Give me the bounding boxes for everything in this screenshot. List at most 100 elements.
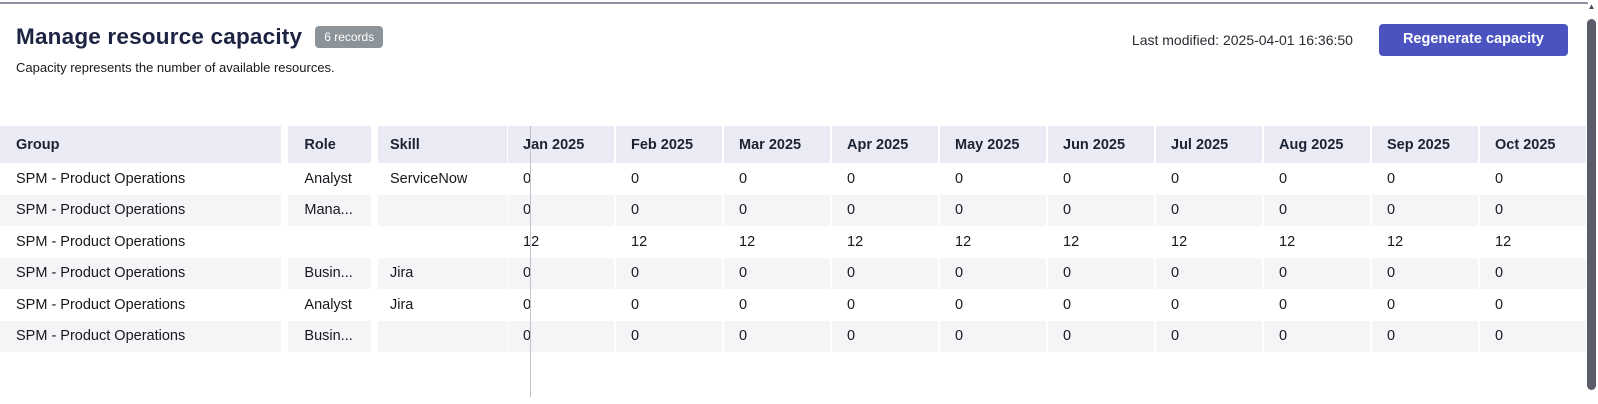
cell-skill xyxy=(378,226,507,258)
capacity-cell[interactable]: 0 xyxy=(940,289,1048,321)
capacity-cell[interactable]: 0 xyxy=(1480,289,1588,321)
cell-role: Busin... xyxy=(288,257,371,289)
cell-role: Analyst xyxy=(304,170,352,187)
capacity-cell[interactable]: 0 xyxy=(1264,194,1372,226)
column-gap xyxy=(371,126,378,163)
column-header-month: May 2025 xyxy=(940,126,1048,163)
capacity-cell[interactable]: 0 xyxy=(508,289,616,321)
table-body: SPM - Product Operations Analyst ServiceNo… xyxy=(0,163,1588,352)
capacity-cell[interactable]: 0 xyxy=(1156,257,1264,289)
column-gap xyxy=(371,163,378,195)
capacity-cell[interactable]: 0 xyxy=(508,257,616,289)
column-header-month: Mar 2025 xyxy=(724,126,832,163)
capacity-cell[interactable]: 12 xyxy=(832,226,940,258)
column-gap xyxy=(281,226,289,258)
capacity-cell[interactable]: 12 xyxy=(1048,226,1156,258)
scrollbar-thumb[interactable] xyxy=(1587,19,1596,390)
capacity-cell[interactable]: 0 xyxy=(832,257,940,289)
capacity-cell[interactable]: 0 xyxy=(1048,320,1156,352)
column-gap xyxy=(281,257,289,289)
capacity-cell[interactable]: 0 xyxy=(508,194,616,226)
capacity-cell[interactable]: 0 xyxy=(1264,163,1372,195)
cell-role: Busin... xyxy=(288,320,371,352)
capacity-cell[interactable]: 0 xyxy=(1480,194,1588,226)
cell-group: SPM - Product Operations xyxy=(0,320,282,352)
capacity-cell[interactable]: 0 xyxy=(1156,163,1264,195)
capacity-cell[interactable]: 12 xyxy=(1372,226,1480,258)
cell-skill: Jira xyxy=(378,257,507,289)
capacity-cell[interactable]: 0 xyxy=(616,257,724,289)
capacity-cell[interactable]: 0 xyxy=(616,194,724,226)
column-gap xyxy=(281,126,289,163)
capacity-cell[interactable]: 0 xyxy=(616,289,724,321)
capacity-cell[interactable]: 0 xyxy=(940,194,1048,226)
capacity-cell[interactable]: 0 xyxy=(1480,320,1588,352)
column-gap xyxy=(281,194,289,226)
column-header-month: Sep 2025 xyxy=(1372,126,1480,163)
capacity-cell[interactable]: 12 xyxy=(508,226,616,258)
page-title: Manage resource capacity xyxy=(16,24,303,49)
column-gap xyxy=(281,163,289,195)
capacity-cell[interactable]: 12 xyxy=(724,226,832,258)
capacity-cell[interactable]: 0 xyxy=(1264,320,1372,352)
capacity-cell[interactable]: 0 xyxy=(508,163,616,195)
table-row: SPM - Product Operations 12 12 12 12 12 12 12 12… xyxy=(0,226,1588,258)
column-header-month: Jul 2025 xyxy=(1156,126,1264,163)
capacity-cell[interactable]: 12 xyxy=(1264,226,1372,258)
capacity-cell[interactable]: 0 xyxy=(1048,257,1156,289)
capacity-cell[interactable]: 0 xyxy=(832,320,940,352)
capacity-cell[interactable]: 0 xyxy=(1372,163,1480,195)
scroll-up-icon[interactable]: ▲ xyxy=(1587,2,1596,11)
table-row: SPM - Product Operations Mana... 0 0 0 0 0 0 0 0 0… xyxy=(0,194,1588,226)
capacity-cell[interactable]: 0 xyxy=(1264,289,1372,321)
column-header-role: Role xyxy=(288,126,371,163)
cell-role xyxy=(288,226,371,258)
column-header-month: Oct 2025 xyxy=(1480,126,1588,163)
column-header-month: Feb 2025 xyxy=(616,126,724,163)
capacity-cell[interactable]: 0 xyxy=(724,194,832,226)
capacity-cell[interactable]: 0 xyxy=(832,194,940,226)
capacity-cell[interactable]: 0 xyxy=(1156,320,1264,352)
capacity-cell[interactable]: 0 xyxy=(1048,163,1156,195)
capacity-cell[interactable]: 12 xyxy=(940,226,1048,258)
capacity-cell[interactable]: 0 xyxy=(724,289,832,321)
capacity-table: Group Role Skill Jan 2025 Feb 2025 Mar 2025 Ap… xyxy=(0,126,1588,397)
capacity-cell[interactable]: 0 xyxy=(508,320,616,352)
capacity-cell[interactable]: 0 xyxy=(1048,289,1156,321)
cell-role: Analyst xyxy=(304,296,352,313)
capacity-cell[interactable]: 0 xyxy=(616,163,724,195)
capacity-cell[interactable]: 12 xyxy=(1480,226,1588,258)
column-gap xyxy=(371,226,378,258)
capacity-cell[interactable]: 0 xyxy=(832,289,940,321)
capacity-cell[interactable]: 12 xyxy=(616,226,724,258)
capacity-cell[interactable]: 0 xyxy=(1156,194,1264,226)
table-row: SPM - Product Operations Busin... Jira 0 0 0 0… xyxy=(0,257,1588,289)
capacity-cell[interactable]: 0 xyxy=(832,163,940,195)
cell-skill xyxy=(378,194,507,226)
capacity-cell[interactable]: 0 xyxy=(940,320,1048,352)
capacity-cell[interactable]: 0 xyxy=(1480,257,1588,289)
table-row: SPM - Product Operations Analyst Jira 0 0 0 0 0… xyxy=(0,289,1588,321)
capacity-cell[interactable]: 0 xyxy=(724,320,832,352)
capacity-cell[interactable]: 0 xyxy=(616,320,724,352)
capacity-cell[interactable]: 0 xyxy=(940,257,1048,289)
capacity-cell[interactable]: 0 xyxy=(1048,194,1156,226)
column-gap xyxy=(371,194,378,226)
regenerate-capacity-button[interactable]: Regenerate capacity xyxy=(1378,24,1568,56)
capacity-cell[interactable]: 0 xyxy=(1372,289,1480,321)
cell-skill: ServiceNow xyxy=(390,170,468,187)
capacity-cell[interactable]: 12 xyxy=(1156,226,1264,258)
capacity-cell[interactable]: 0 xyxy=(1372,320,1480,352)
capacity-cell[interactable]: 0 xyxy=(724,257,832,289)
capacity-cell[interactable]: 0 xyxy=(1156,289,1264,321)
capacity-cell[interactable]: 0 xyxy=(940,163,1048,195)
capacity-cell[interactable]: 0 xyxy=(724,163,832,195)
capacity-cell[interactable]: 0 xyxy=(1372,194,1480,226)
capacity-cell[interactable]: 0 xyxy=(1372,257,1480,289)
vertical-scrollbar[interactable]: ▲ xyxy=(1584,0,1598,404)
table-row: SPM - Product Operations Busin... 0 0 0 0 0 0 0 0… xyxy=(0,320,1588,352)
capacity-cell[interactable]: 0 xyxy=(1264,257,1372,289)
capacity-cell[interactable]: 0 xyxy=(1480,163,1588,195)
page-header: Manage resource capacity 6 records Capac… xyxy=(0,0,1598,102)
